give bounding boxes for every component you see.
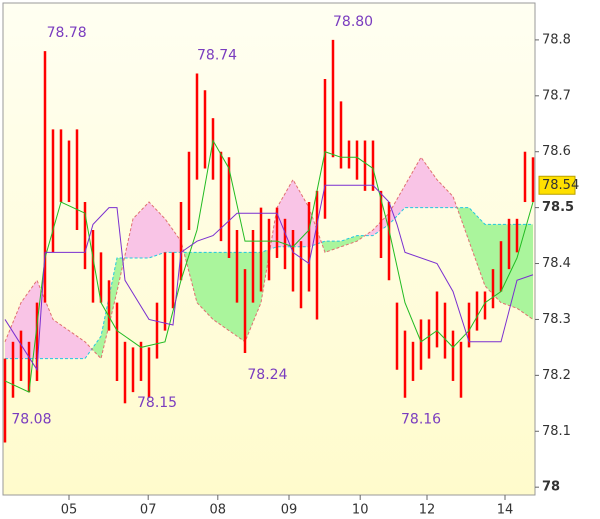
y-tick-label: 78.8 bbox=[542, 32, 571, 47]
cloud-fill bbox=[213, 252, 229, 331]
cloud-fill bbox=[149, 202, 165, 258]
cloud-fill bbox=[277, 179, 293, 247]
cloud-fill bbox=[21, 280, 37, 359]
cloud-fill bbox=[293, 179, 309, 247]
cloud-fill bbox=[325, 241, 341, 253]
x-tick-label: 05 bbox=[61, 503, 78, 518]
y-tick-label: 78 bbox=[542, 480, 560, 495]
cloud-fill bbox=[133, 202, 149, 258]
last-price-box bbox=[538, 175, 576, 195]
x-tick-label: 09 bbox=[281, 503, 298, 518]
annotation: 78.78 bbox=[47, 25, 87, 41]
indicator-line bbox=[4, 184, 534, 372]
y-tick-label: 78.7 bbox=[542, 88, 571, 103]
y-tick-label: 78.1 bbox=[542, 424, 571, 439]
cloud-fill bbox=[37, 280, 53, 359]
cloud-fill bbox=[437, 179, 453, 208]
indicator-line bbox=[4, 139, 534, 393]
y-tick-label: 78.4 bbox=[542, 256, 571, 271]
annotation: 78.15 bbox=[137, 395, 177, 411]
cloud-fill bbox=[69, 330, 85, 359]
cloud-fill bbox=[53, 319, 69, 359]
annotation: 78.74 bbox=[197, 47, 237, 63]
cloud-fill bbox=[485, 224, 501, 303]
x-tick-label: 12 bbox=[419, 503, 436, 518]
cloud-fill bbox=[5, 302, 21, 359]
y-tick-label: 78.3 bbox=[542, 312, 571, 327]
cloud-fill bbox=[405, 157, 421, 208]
last-price-label: 78.54 bbox=[542, 178, 579, 193]
x-tick-label: 08 bbox=[210, 503, 227, 518]
annotation: 78.24 bbox=[247, 367, 287, 383]
y-tick-label: 78.6 bbox=[542, 144, 571, 159]
x-tick-label: 10 bbox=[352, 503, 369, 518]
cloud-fill bbox=[85, 341, 92, 359]
cloud-fill bbox=[469, 207, 485, 286]
y-tick-label: 78.2 bbox=[542, 368, 571, 383]
cloud-fill bbox=[341, 235, 357, 247]
x-tick-label: 07 bbox=[140, 503, 157, 518]
cloud-fill bbox=[91, 336, 101, 359]
annotation: 78.80 bbox=[333, 14, 373, 30]
cloud-fill bbox=[517, 224, 533, 320]
cloud-fill bbox=[117, 257, 125, 292]
annotation: 78.16 bbox=[401, 412, 441, 428]
cloud-fill bbox=[165, 218, 181, 253]
y-tick-label: 78.5 bbox=[542, 200, 574, 215]
cloud-fill bbox=[197, 252, 213, 320]
x-tick-label: 14 bbox=[497, 503, 514, 518]
annotation: 78.08 bbox=[11, 412, 51, 428]
cloud-fill bbox=[457, 207, 469, 242]
cloud-fill bbox=[421, 157, 437, 208]
